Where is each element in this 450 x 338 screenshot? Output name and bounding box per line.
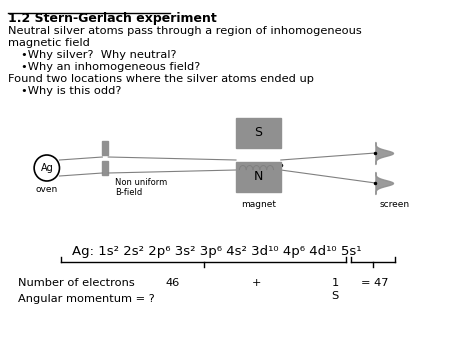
Text: Number of electrons: Number of electrons: [18, 278, 134, 288]
Text: screen: screen: [380, 200, 410, 209]
Text: •Why is this odd?: •Why is this odd?: [22, 86, 122, 96]
Text: magnetic field: magnetic field: [8, 38, 90, 48]
Bar: [103, 141, 108, 155]
Bar: [103, 161, 108, 175]
Text: N: N: [254, 170, 263, 184]
Text: •Why an inhomogeneous field?: •Why an inhomogeneous field?: [22, 62, 201, 72]
Text: S: S: [254, 126, 262, 140]
Text: S: S: [332, 291, 339, 301]
Text: Found two locations where the silver atoms ended up: Found two locations where the silver ato…: [8, 74, 314, 84]
Text: 1: 1: [332, 278, 339, 288]
Text: magnet: magnet: [241, 200, 276, 209]
Bar: [236, 118, 281, 148]
Text: Non uniform
B-field: Non uniform B-field: [115, 178, 167, 197]
Text: oven: oven: [36, 185, 58, 194]
Text: Ag: 1s² 2s² 2p⁶ 3s² 3p⁶ 4s² 3d¹⁰ 4p⁶ 4d¹⁰ 5s¹: Ag: 1s² 2s² 2p⁶ 3s² 3p⁶ 4s² 3d¹⁰ 4p⁶ 4d¹…: [72, 245, 361, 258]
Text: Angular momentum = ?: Angular momentum = ?: [18, 294, 154, 304]
Text: Ag: Ag: [40, 163, 53, 173]
Text: = 47: = 47: [361, 278, 388, 288]
Text: +: +: [252, 278, 261, 288]
Text: •Why silver?  Why neutral?: •Why silver? Why neutral?: [22, 50, 177, 60]
Text: 1.2 Stern-Gerlach experiment: 1.2 Stern-Gerlach experiment: [8, 12, 216, 25]
Text: 46: 46: [166, 278, 180, 288]
Text: Neutral silver atoms pass through a region of inhomogeneous: Neutral silver atoms pass through a regi…: [8, 26, 361, 36]
Bar: [236, 162, 281, 192]
